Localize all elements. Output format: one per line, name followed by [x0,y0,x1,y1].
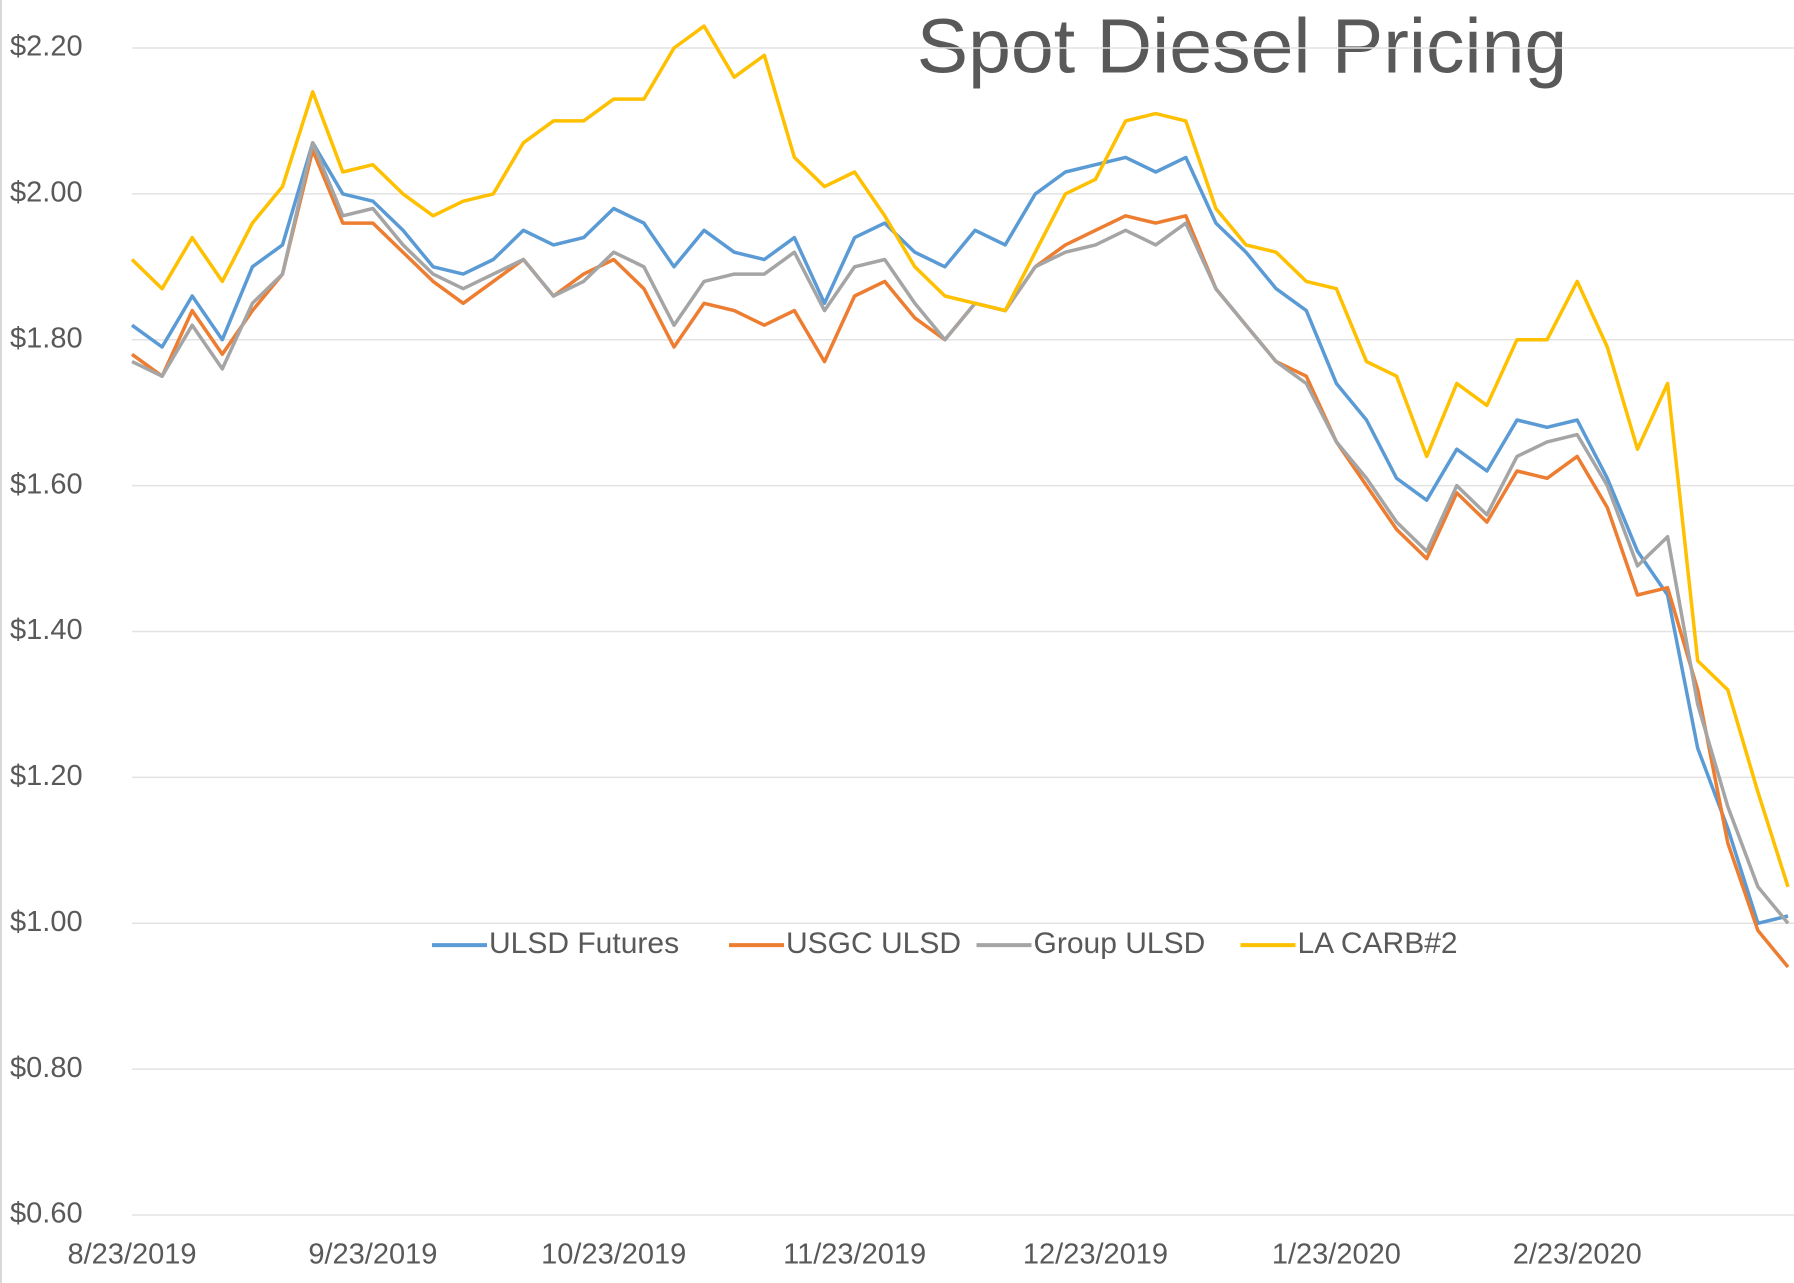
legend-label: ULSD Futures [489,927,679,960]
series-line [130,141,1789,926]
x-tick-label: 9/23/2019 [308,1239,437,1271]
series-line [130,148,1790,969]
y-tick-label: $1.40 [10,614,83,646]
y-tick-label: $1.20 [10,760,83,792]
y-tick-label: $0.80 [10,1052,83,1084]
y-tick-label: $1.60 [10,468,83,500]
x-tick-label: 8/23/2019 [67,1239,196,1271]
y-tick-label: $1.00 [10,906,83,938]
x-tick-label: 10/23/2019 [541,1239,686,1271]
y-tick-label: $2.20 [10,31,83,63]
x-tick-label: 11/23/2019 [783,1239,926,1271]
legend: ULSD Futures USGC ULSD Group ULSD LA CARB#2 [432,927,1458,960]
y-tick-label: $2.00 [10,177,83,209]
y-tick-label: $0.60 [10,1198,83,1230]
series-line [130,24,1790,888]
series-line [131,141,1790,925]
x-tick-label: 1/23/2020 [1272,1239,1401,1271]
x-tick-label: 2/23/2020 [1513,1239,1642,1271]
legend-label: LA CARB#2 [1298,927,1458,960]
legend-label: Group ULSD [1034,927,1206,960]
legend-label: USGC ULSD [786,927,961,960]
y-tick-label: $1.80 [10,322,83,354]
x-tick-label: 12/23/2019 [1023,1239,1168,1271]
chart-title: Spot Diesel Pricing [917,3,1568,89]
